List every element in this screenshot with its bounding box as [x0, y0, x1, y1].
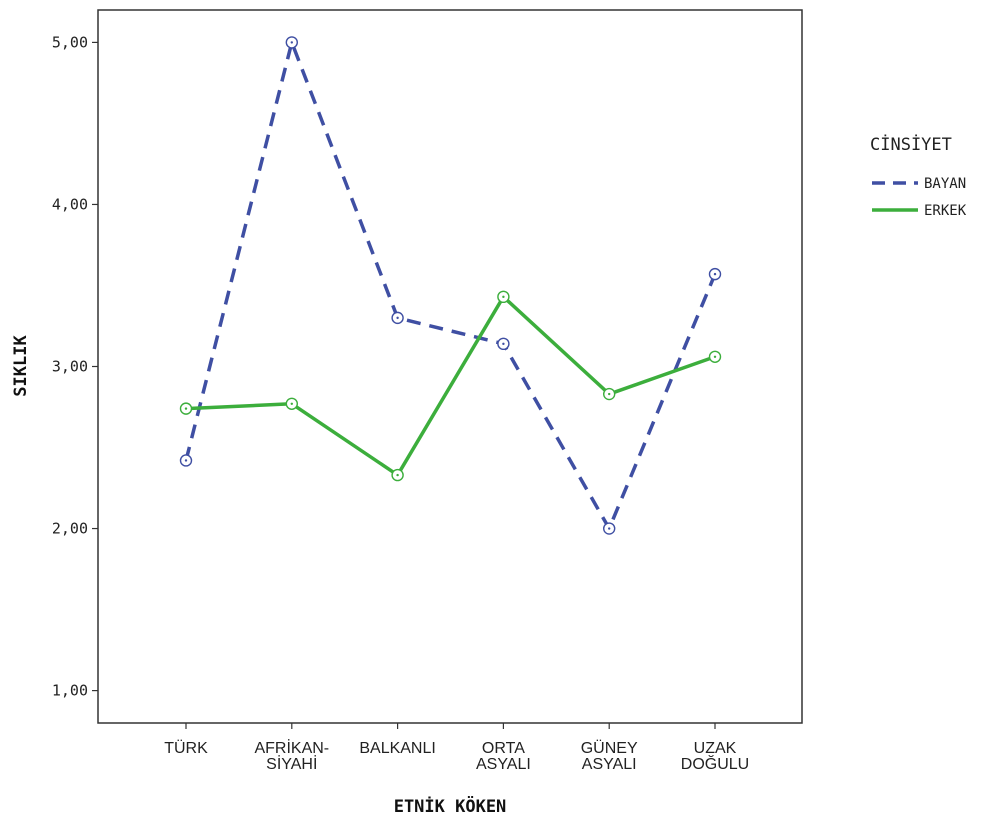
series-line-erkek	[185, 295, 716, 477]
data-point-center	[502, 342, 505, 346]
series-line-bayan	[184, 40, 717, 531]
x-tick-label: TÜRK	[164, 739, 208, 757]
data-point-center	[396, 473, 399, 477]
x-tick-label-line: ASYALI	[476, 756, 531, 773]
y-tick-label: 1,00	[52, 682, 88, 700]
data-point-center	[290, 402, 293, 405]
data-point-center	[290, 41, 293, 44]
data-point-center	[608, 527, 611, 530]
x-tick-label-line: AFRİKAN-	[254, 738, 329, 757]
legend-item-bayan: BAYAN	[872, 176, 966, 192]
data-point-center	[502, 295, 505, 299]
x-tick-label: ORTA ASYALI	[476, 740, 531, 773]
x-tick-label: AFRİKAN-SİYAHİ	[254, 738, 329, 773]
legend-label: BAYAN	[924, 176, 966, 192]
y-axis: 1,00 2,00 3,00 4,00 5,00	[52, 33, 98, 700]
x-tick-label: UZAK DOĞULU	[681, 740, 749, 773]
data-point-center	[713, 272, 717, 276]
data-point-center	[184, 459, 188, 462]
y-tick-label: 3,00	[52, 358, 88, 376]
y-tick-label: 2,00	[52, 520, 88, 538]
series-layer	[179, 36, 722, 535]
x-tick-label-line: BALKANLI	[359, 740, 435, 757]
x-tick-label-line: ORTA	[482, 740, 525, 757]
data-point-center	[396, 316, 399, 320]
x-tick-label-line: UZAK	[694, 740, 737, 757]
legend-item-erkek: ERKEK	[872, 203, 967, 219]
x-tick-label-line: GÜNEY	[581, 739, 638, 757]
x-axis-title: ETNİK KÖKEN	[394, 795, 507, 817]
x-tick-label-line: ASYALI	[582, 756, 637, 773]
x-tick-label: GÜNEY ASYALI	[581, 739, 638, 773]
legend: CİNSİYET BAYAN ERKEK	[870, 134, 967, 219]
y-tick-label: 5,00	[52, 33, 88, 51]
x-tick-label-line: DOĞULU	[681, 754, 749, 773]
data-point-center	[608, 392, 611, 396]
x-tick-label: BALKANLI	[359, 740, 435, 757]
y-axis-title: SIKLIK	[11, 335, 31, 397]
legend-title: CİNSİYET	[870, 134, 952, 155]
y-tick-label: 4,00	[52, 195, 88, 213]
data-point-center	[713, 355, 717, 358]
x-tick-label-line: SİYAHİ	[266, 754, 317, 773]
x-tick-label-line: TÜRK	[164, 739, 208, 757]
plot-frame	[97, 9, 803, 724]
data-point-center	[184, 407, 188, 410]
legend-label: ERKEK	[924, 203, 967, 219]
